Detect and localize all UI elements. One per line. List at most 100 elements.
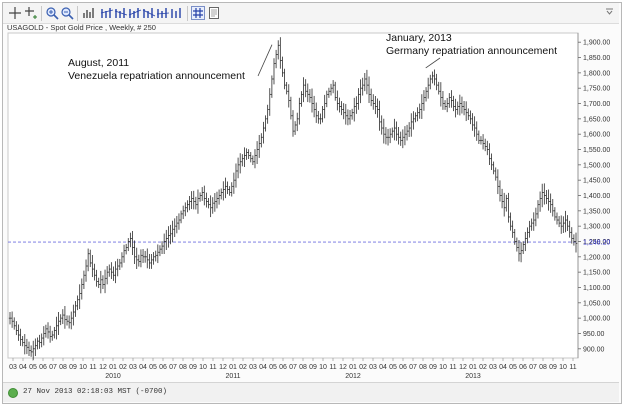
x-year-label: 2012 <box>345 373 361 380</box>
annotation-germany-date: January, 2013 <box>386 32 452 44</box>
x-year-label: 2010 <box>105 373 121 380</box>
annotation-venezuela-pointer <box>257 44 273 77</box>
x-tick-label: 01 <box>229 364 237 371</box>
x-tick-label: 08 <box>539 364 547 371</box>
bar-style-4-icon[interactable] <box>142 6 156 20</box>
crosshair-ext-icon[interactable] <box>24 6 38 20</box>
x-tick-label: 12 <box>99 364 107 371</box>
x-tick-label: 06 <box>279 364 287 371</box>
x-tick-label: 09 <box>309 364 317 371</box>
x-tick-label: 12 <box>219 364 227 371</box>
x-tick-label: 01 <box>109 364 117 371</box>
x-tick-label: 04 <box>259 364 267 371</box>
x-tick-label: 08 <box>179 364 187 371</box>
x-tick-label: 03 <box>9 364 17 371</box>
y-tick-label: 1,100.00 <box>583 285 610 292</box>
x-tick-label: 11 <box>449 364 456 371</box>
x-year-label: 2011 <box>225 373 240 380</box>
reference-line-label: 1,248.20 <box>583 240 610 247</box>
x-tick-label: 10 <box>319 364 327 371</box>
x-tick-label: 12 <box>339 364 347 371</box>
y-tick-label: 1,200.00 <box>583 254 610 261</box>
x-tick-label: 05 <box>149 364 157 371</box>
x-tick-label: 12 <box>459 364 467 371</box>
annotation-germany-pointer <box>425 57 441 69</box>
zoom-out-icon[interactable] <box>60 6 74 20</box>
x-tick-label: 07 <box>409 364 417 371</box>
y-tick-label: 1,000.00 <box>583 316 610 323</box>
x-tick-label: 05 <box>29 364 37 371</box>
page-icon[interactable] <box>207 6 221 20</box>
x-tick-label: 06 <box>519 364 527 371</box>
x-tick-label: 07 <box>289 364 297 371</box>
x-tick-label: 10 <box>559 364 567 371</box>
x-tick-label: 07 <box>529 364 537 371</box>
x-tick-label: 08 <box>299 364 307 371</box>
x-tick-label: 05 <box>389 364 397 371</box>
x-year-label: 2013 <box>465 373 481 380</box>
x-tick-label: 06 <box>39 364 47 371</box>
x-tick-label: 03 <box>249 364 257 371</box>
x-tick-label: 02 <box>359 364 367 371</box>
y-tick-label: 1,300.00 <box>583 224 610 231</box>
y-tick-label: 1,550.00 <box>583 147 610 154</box>
x-tick-label: 07 <box>49 364 57 371</box>
y-tick-label: 1,450.00 <box>583 178 610 185</box>
x-tick-label: 09 <box>429 364 437 371</box>
annotation-venezuela-text: Venezuela repatriation announcement <box>68 70 245 82</box>
x-tick-label: 04 <box>379 364 387 371</box>
x-tick-label: 04 <box>19 364 27 371</box>
plot-area <box>7 32 579 359</box>
y-tick-label: 1,850.00 <box>583 55 610 62</box>
x-tick-label: 01 <box>349 364 357 371</box>
bar-style-5-icon[interactable] <box>156 6 170 20</box>
status-timestamp: 27 Nov 2013 02:18:03 MST (-0700) <box>23 388 168 396</box>
x-tick-label: 06 <box>399 364 407 371</box>
status-indicator-icon <box>8 388 18 398</box>
y-tick-label: 950.00 <box>583 331 605 338</box>
x-tick-label: 03 <box>489 364 497 371</box>
y-tick-label: 1,600.00 <box>583 132 610 139</box>
crosshair-icon[interactable] <box>8 6 22 20</box>
y-tick-label: 900.00 <box>583 346 605 353</box>
y-tick-label: 1,250.00 <box>583 239 610 246</box>
x-tick-label: 05 <box>509 364 517 371</box>
x-tick-label: 03 <box>129 364 137 371</box>
x-tick-label: 01 <box>469 364 477 371</box>
x-tick-label: 04 <box>499 364 507 371</box>
bar-style-6-icon[interactable] <box>170 6 184 20</box>
x-tick-label: 04 <box>139 364 147 371</box>
window-menu-icon[interactable] <box>605 7 614 16</box>
y-tick-label: 1,050.00 <box>583 300 610 307</box>
y-tick-label: 1,700.00 <box>583 101 610 108</box>
toolbar <box>3 3 619 24</box>
x-tick-label: 07 <box>169 364 177 371</box>
x-tick-label: 09 <box>549 364 557 371</box>
annotation-venezuela-date: August, 2011 <box>68 57 129 69</box>
x-tick-label: 03 <box>369 364 377 371</box>
x-tick-label: 10 <box>79 364 87 371</box>
bar-style-2-icon[interactable] <box>114 6 128 20</box>
x-tick-label: 02 <box>239 364 247 371</box>
bar-style-1-icon[interactable] <box>100 6 114 20</box>
y-tick-label: 1,900.00 <box>583 40 610 47</box>
bar-style-3-icon[interactable] <box>128 6 142 20</box>
x-tick-label: 11 <box>329 364 336 371</box>
x-tick-label: 10 <box>439 364 447 371</box>
grid-icon[interactable] <box>191 6 205 20</box>
x-tick-label: 09 <box>69 364 77 371</box>
y-tick-label: 1,400.00 <box>583 193 610 200</box>
x-tick-label: 11 <box>569 364 576 371</box>
annotation-germany-text: Germany repatriation announcement <box>386 45 557 57</box>
x-tick-label: 02 <box>479 364 487 371</box>
x-tick-label: 10 <box>199 364 207 371</box>
y-tick-label: 1,150.00 <box>583 270 610 277</box>
x-tick-label: 08 <box>419 364 427 371</box>
x-tick-label: 05 <box>269 364 277 371</box>
bar-chart-icon[interactable] <box>82 6 96 20</box>
x-tick-label: 06 <box>159 364 167 371</box>
x-tick-label: 11 <box>209 364 216 371</box>
status-bar: 27 Nov 2013 02:18:03 MST (-0700) <box>3 382 619 402</box>
zoom-in-icon[interactable] <box>45 6 59 20</box>
